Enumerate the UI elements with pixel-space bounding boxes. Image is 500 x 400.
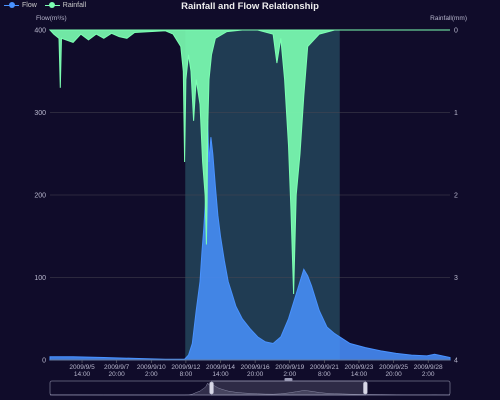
x-tick-label-date: 2009/9/21 bbox=[310, 364, 339, 371]
y-left-tick-label: 100 bbox=[34, 275, 46, 282]
x-tick-label-time: 8:00 bbox=[318, 371, 331, 378]
flow-line-icon bbox=[4, 1, 19, 9]
y-right-tick-label: 4 bbox=[454, 358, 458, 365]
x-tick-label-time: 20:00 bbox=[247, 371, 264, 378]
x-tick-label-time: 8:00 bbox=[180, 371, 193, 378]
y-right-tick-label: 2 bbox=[454, 193, 458, 200]
x-tick-label-time: 20:00 bbox=[109, 371, 126, 378]
x-tick-label-date: 2009/9/19 bbox=[275, 364, 304, 371]
axes-layer: 0 100 200 300 400 0 1 2 3 4 Flow(m³/s) Rainfall(mm)… bbox=[34, 15, 467, 378]
data-zoom-slider[interactable] bbox=[49, 378, 451, 396]
rainfall-series-area bbox=[48, 29, 450, 295]
y-left-tick-label: 200 bbox=[34, 193, 46, 200]
zoom-window[interactable] bbox=[211, 380, 366, 396]
x-tick-label-date: 2009/9/14 bbox=[206, 364, 235, 371]
y-right-axis-label: Rainfall(mm) bbox=[430, 15, 467, 22]
x-tick-label-date: 2009/9/7 bbox=[104, 364, 130, 371]
x-tick-label-date: 2009/9/28 bbox=[414, 364, 443, 371]
x-tick-label-date: 2009/9/25 bbox=[379, 364, 408, 371]
x-tick-label-time: 2:00 bbox=[422, 371, 435, 378]
x-tick-label-time: 2:00 bbox=[145, 371, 158, 378]
x-tick-label-date: 2009/9/10 bbox=[137, 364, 166, 371]
x-tick-label-time: 20:00 bbox=[385, 371, 402, 378]
x-tick-label-date: 2009/9/5 bbox=[69, 364, 95, 371]
series-layer bbox=[48, 29, 451, 361]
legend: Flow Rainfall bbox=[4, 1, 86, 9]
y-right-tick-label: 0 bbox=[454, 28, 458, 35]
legend-label-flow: Flow bbox=[22, 1, 37, 9]
y-left-axis-label: Flow(m³/s) bbox=[36, 15, 67, 22]
y-right-tick-label: 3 bbox=[454, 275, 458, 282]
zoom-handle-right[interactable] bbox=[363, 381, 368, 395]
legend-item-flow[interactable]: Flow bbox=[4, 1, 37, 9]
flow-series-area bbox=[49, 120, 451, 361]
legend-label-rainfall: Rainfall bbox=[62, 1, 87, 9]
chart-title: Rainfall and Flow Relationship bbox=[181, 1, 319, 12]
legend-item-rainfall[interactable]: Rainfall bbox=[44, 1, 87, 9]
rainfall-line-icon bbox=[44, 1, 60, 9]
zoom-move-handle[interactable] bbox=[284, 378, 293, 381]
x-tick-label-date: 2009/9/23 bbox=[345, 364, 374, 371]
x-tick-label-time: 2:00 bbox=[283, 371, 296, 378]
y-left-tick-label: 0 bbox=[42, 358, 46, 365]
x-tick-label-date: 2009/9/16 bbox=[241, 364, 270, 371]
y-right-tick-label: 1 bbox=[454, 110, 458, 117]
x-tick-label-time: 14:00 bbox=[212, 371, 229, 378]
y-left-tick-label: 300 bbox=[34, 110, 46, 117]
zoom-preview bbox=[49, 382, 451, 396]
zoom-handle-left[interactable] bbox=[209, 381, 214, 395]
x-tick-label-time: 14:00 bbox=[351, 371, 368, 378]
y-left-tick-label: 400 bbox=[34, 28, 46, 35]
x-tick-label-time: 14:00 bbox=[74, 371, 91, 378]
x-tick-label-date: 2009/9/12 bbox=[171, 364, 200, 371]
